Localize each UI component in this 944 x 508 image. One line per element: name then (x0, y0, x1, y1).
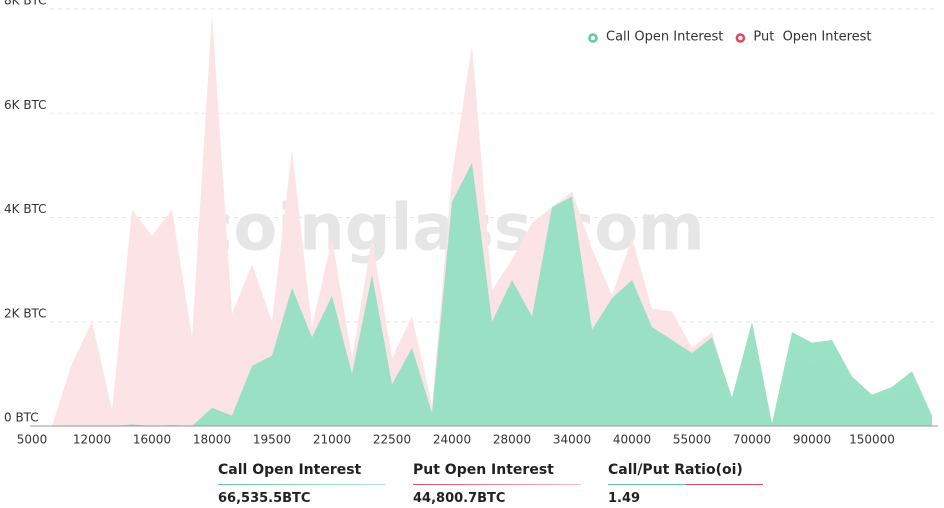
area (32, 14, 932, 427)
legend-label: Put Open Interest (753, 30, 871, 45)
x-tick-label: 19500 (253, 433, 291, 447)
x-tick-label: 16000 (133, 433, 171, 447)
y-tick-label: 0 BTC (4, 411, 39, 425)
x-tick-label: 28000 (493, 433, 531, 447)
legend-marker (588, 33, 598, 43)
x-tick-label: 55000 (673, 433, 711, 447)
area (32, 162, 932, 427)
summary-value: 44,800.7BTC (413, 491, 506, 506)
x-tick-label: 5000 (17, 433, 48, 447)
legend-marker (735, 33, 746, 43)
summary-label: Put Open Interest (413, 462, 554, 478)
summary-label: Call Open Interest (218, 462, 362, 478)
y-tick-label: 6K BTC (4, 98, 47, 112)
summary-value: 1.49 (608, 491, 641, 506)
y-tick-label: 2K BTC (4, 306, 47, 320)
x-tick-label: 90000 (793, 433, 831, 447)
x-tick-label: 70000 (733, 433, 771, 447)
summary-label: Call/Put Ratio(oi) (608, 462, 743, 478)
underline (608, 484, 763, 485)
underline (218, 484, 386, 485)
x-tick-label: 34000 (553, 433, 591, 447)
summary-item: Call/Put Ratio(oi) 1.49 (608, 462, 763, 506)
x-tick-label: 18000 (193, 433, 231, 447)
x-tick-label: 22500 (373, 433, 411, 447)
summary-item: Call Open Interest 66,535.5BTC (218, 462, 386, 506)
summary-item: Put Open Interest 44,800.7BTC (413, 462, 581, 506)
x-tick-label: 21000 (313, 433, 351, 447)
y-tick-label: 4K BTC (4, 202, 47, 216)
underline (413, 484, 581, 485)
y-tick-label: 8K BTC (4, 0, 47, 8)
x-tick-label: 40000 (613, 433, 651, 447)
legend-label: Call Open Interest (606, 30, 723, 45)
x-tick-label: 24000 (433, 433, 471, 447)
x-tick-label: 150000 (849, 433, 895, 447)
summary-value: 66,535.5BTC (218, 491, 311, 506)
x-tick-label: 12000 (73, 433, 111, 447)
